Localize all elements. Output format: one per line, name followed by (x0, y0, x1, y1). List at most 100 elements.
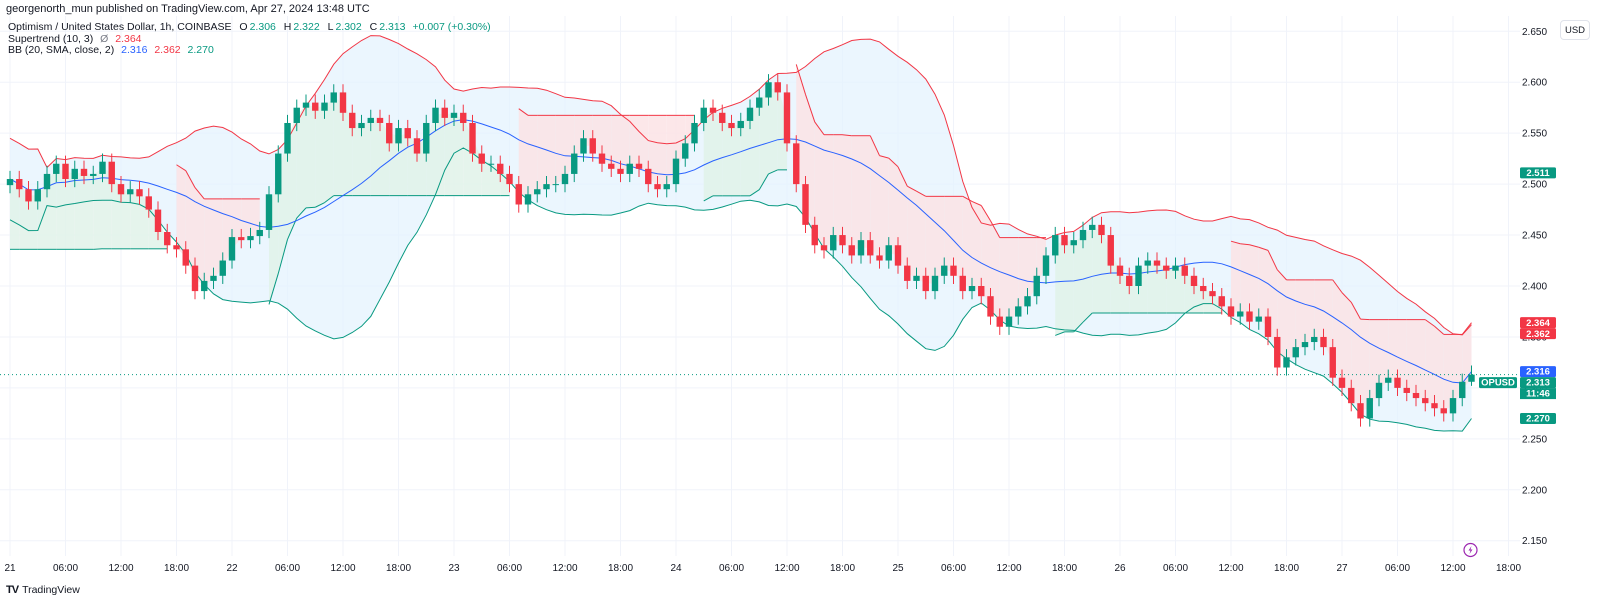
supertrend-segment (93, 248, 103, 250)
supertrend-segment (879, 155, 889, 159)
candle-body (524, 194, 532, 205)
candle-body (506, 173, 513, 185)
supertrend-up-fill (10, 182, 20, 250)
supertrend-up-fill (28, 195, 38, 250)
lightning-icon (1468, 546, 1473, 554)
candle-body (1412, 392, 1420, 399)
candle-body (691, 122, 698, 144)
candle-body (1024, 296, 1031, 307)
supertrend-down-fill (1009, 237, 1019, 322)
supertrend-segment (916, 190, 926, 197)
supertrend-down-fill (176, 164, 186, 258)
candle-body (543, 184, 550, 190)
legend-l-value: 2.302 (335, 21, 362, 33)
candle-body (450, 112, 458, 118)
candle-body (876, 255, 883, 261)
candle-body (99, 161, 106, 174)
supertrend-down-fill (537, 115, 547, 192)
candle-body (811, 224, 818, 246)
chart-legend: Optimism / United States Dollar, 1h, COI… (8, 21, 491, 57)
x-tick-label: 23 (448, 563, 460, 574)
supertrend-down-fill (944, 196, 954, 271)
supertrend-up-fill (121, 189, 131, 249)
supertrend-down-fill (546, 115, 556, 187)
supertrend-segment (768, 169, 778, 175)
supertrend-segment (185, 170, 196, 188)
candle-body (275, 153, 282, 195)
x-tick-label: 18:00 (1496, 563, 1521, 574)
candle-body (1218, 296, 1225, 307)
supertrend-up-fill (56, 168, 66, 250)
candle-body (645, 168, 652, 185)
supertrend-segment (1240, 243, 1250, 246)
supertrend-up-fill (1147, 263, 1157, 313)
supertrend-down-fill (935, 196, 945, 284)
supertrend-down-fill (824, 134, 834, 248)
candle-body (1338, 377, 1346, 388)
legend-supertrend-row[interactable]: Supertrend (10, 3) Ø 2.364 (8, 33, 491, 46)
supertrend-up-fill (130, 191, 140, 249)
candle-body (765, 82, 772, 98)
candle-body (1015, 306, 1022, 317)
candle-body (1172, 265, 1179, 271)
currency-button[interactable]: USD (1560, 20, 1590, 40)
legend-c-label: C (369, 21, 378, 33)
publish-line: georgenorth_mun published on TradingView… (6, 3, 370, 15)
candle-body (1311, 336, 1318, 343)
y-tick-label: 2.200 (1522, 485, 1547, 496)
candle-body (136, 189, 143, 197)
candle-body (1403, 387, 1410, 393)
price-badge-text: 2.511 (1526, 168, 1550, 179)
candle-body (1468, 374, 1475, 382)
supertrend-up-fill (740, 114, 750, 196)
candle-body (228, 237, 236, 261)
supertrend-up-fill (722, 117, 732, 196)
candle-body (302, 102, 310, 108)
supertrend-up-fill (333, 97, 343, 196)
candle-body (552, 184, 559, 186)
supertrend-segment (277, 239, 288, 274)
bb-upper-line (9, 35, 1472, 336)
supertrend-down-fill (833, 134, 843, 243)
candle-body (16, 179, 23, 190)
candle-body (867, 240, 874, 256)
supertrend-down-fill (953, 196, 963, 284)
candle-body (1366, 398, 1373, 419)
supertrend-down-fill (1416, 319, 1426, 401)
supertrend-segment (980, 205, 991, 222)
supertrend-segment (1267, 250, 1278, 270)
footer-brand[interactable]: TV TradingView (6, 584, 80, 596)
supertrend-down-fill (611, 115, 621, 172)
y-tick-label: 2.150 (1522, 536, 1547, 547)
candle-body (173, 245, 180, 250)
supertrend-down-fill (241, 198, 251, 239)
supertrend-up-fill (1055, 240, 1065, 336)
x-tick-label: 21 (4, 563, 16, 574)
candle-body (1181, 265, 1188, 276)
candle-body (1126, 275, 1133, 286)
candle-body (1449, 398, 1457, 414)
candle-body (145, 196, 152, 210)
supertrend-up-fill (93, 167, 103, 250)
price-chart[interactable]: 2.6502.6002.5502.5002.4502.4002.3502.300… (0, 16, 1600, 602)
candle-body (1375, 382, 1383, 399)
supertrend-up-fill (1175, 268, 1185, 313)
legend-bb-upper: 2.362 (154, 44, 181, 56)
candle-body (154, 209, 162, 232)
candle-body (1163, 265, 1170, 271)
legend-bb-row[interactable]: BB (20, SMA, close, 2) 2.316 2.362 2.270 (8, 44, 491, 57)
chart-frame[interactable]: 2.6502.6002.5502.5002.4502.4002.3502.300… (0, 16, 1600, 602)
supertrend-segment (268, 273, 279, 305)
legend-symbol-row[interactable]: Optimism / United States Dollar, 1h, COI… (8, 21, 491, 34)
price-badge (1520, 412, 1556, 424)
bb-basis-line (9, 119, 1472, 384)
candle-body (460, 112, 467, 123)
supertrend-down-fill (1231, 241, 1241, 315)
candle-body (293, 107, 300, 123)
candle-body (580, 138, 587, 154)
supertrend-segment (842, 134, 852, 137)
supertrend-segment (1276, 269, 1287, 281)
candle-body (839, 235, 846, 246)
candle-body (913, 275, 920, 281)
supertrend-down-fill (518, 108, 528, 200)
